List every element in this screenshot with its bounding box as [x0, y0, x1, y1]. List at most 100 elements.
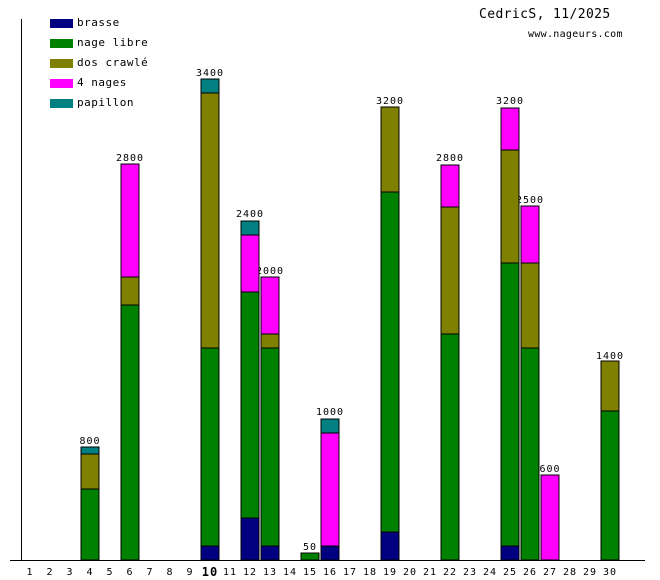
bar-day-16-segment-brasse: [320, 545, 340, 561]
bar-day-25-segment-4-nages: [500, 107, 520, 151]
legend-swatch-dos-crawle: [50, 58, 73, 68]
x-axis-label-day-30: 30: [603, 567, 617, 578]
bar-day-16-segment-papillon: [320, 418, 340, 434]
x-axis-label-day-1: 1: [26, 567, 33, 578]
legend-label-4-nages: 4 nages: [77, 76, 127, 89]
chart-legend: brasse nage libre dos crawlé 4 nages pap…: [50, 16, 149, 118]
x-axis-label-day-4: 4: [86, 567, 93, 578]
bar-total-label-day-19: 3200: [376, 96, 404, 107]
x-axis-label-day-22: 22: [443, 567, 457, 578]
bar-total-label-day-26: 2500: [516, 195, 544, 206]
legend-label-dos-crawle: dos crawlé: [77, 56, 149, 69]
x-axis-label-day-25: 25: [503, 567, 517, 578]
x-axis-label-day-2: 2: [46, 567, 53, 578]
legend-swatch-4-nages: [50, 78, 73, 88]
x-axis-label-day-9: 9: [186, 567, 193, 578]
x-axis-label-day-27: 27: [543, 567, 557, 578]
bar-day-6-segment-4-nages: [120, 163, 140, 278]
x-axis-label-day-7: 7: [146, 567, 153, 578]
bar-day-19-segment-nage-libre: [380, 191, 400, 533]
site-url-text: www.nageurs.com: [528, 29, 623, 40]
bar-day-4-segment-nage-libre: [80, 488, 100, 561]
legend-item-brasse: brasse: [50, 16, 148, 29]
x-axis-label-day-19: 19: [383, 567, 397, 578]
bar-day-16-segment-4-nages: [320, 432, 340, 547]
x-axis-label-day-14: 14: [283, 567, 297, 578]
legend-label-nage-libre: nage libre: [77, 36, 149, 49]
bar-day-30-segment-nage-libre: [600, 410, 620, 561]
bar-total-label-day-27: 600: [539, 464, 560, 475]
x-axis-label-day-29: 29: [583, 567, 597, 578]
bar-day-10-segment-nage-libre: [200, 347, 220, 547]
bar-day-25-segment-brasse: [500, 545, 520, 561]
x-axis-label-day-10: 10: [202, 565, 218, 579]
bar-day-13-segment-nage-libre: [260, 347, 280, 547]
bar-total-label-day-12: 2400: [236, 209, 264, 220]
x-axis-label-day-21: 21: [423, 567, 437, 578]
x-axis-label-day-15: 15: [303, 567, 317, 578]
bar-day-25-segment-nage-libre: [500, 262, 520, 547]
bar-day-6-segment-nage-libre: [120, 304, 140, 561]
x-axis-label-day-20: 20: [403, 567, 417, 578]
x-axis-label-day-23: 23: [463, 567, 477, 578]
legend-item-nage-libre: nage libre: [50, 36, 149, 49]
bar-total-label-day-10: 3400: [196, 68, 224, 79]
bar-total-label-day-4: 800: [79, 436, 100, 447]
legend-label-papillon: papillon: [77, 96, 134, 109]
x-axis-label-day-11: 11: [223, 567, 237, 578]
bar-day-22-segment-dos-crawlé: [440, 206, 460, 335]
bar-day-15-segment-nage-libre: [300, 552, 320, 561]
bar-day-10-segment-brasse: [200, 545, 220, 561]
bar-day-26-segment-4-nages: [520, 205, 540, 264]
bar-day-12-segment-papillon: [240, 220, 260, 236]
bar-total-label-day-16: 1000: [316, 407, 344, 418]
legend-item-4-nages: 4 nages: [50, 76, 148, 89]
bar-day-19-segment-brasse: [380, 531, 400, 561]
bar-total-label-day-30: 1400: [596, 351, 624, 362]
legend-label-brasse: brasse: [77, 16, 120, 29]
bar-day-25-segment-dos-crawlé: [500, 149, 520, 264]
bar-day-13-segment-dos-crawlé: [260, 333, 280, 349]
legend-item-papillon: papillon: [50, 96, 148, 109]
bar-day-4-segment-papillon: [80, 446, 100, 455]
bar-total-label-day-15: 50: [303, 542, 317, 553]
x-axis-label-day-28: 28: [563, 567, 577, 578]
bar-day-26-segment-dos-crawlé: [520, 262, 540, 349]
bar-total-label-day-22: 2800: [436, 153, 464, 164]
bar-day-12-segment-brasse: [240, 517, 260, 561]
x-axis-label-day-16: 16: [323, 567, 337, 578]
x-axis-label-day-18: 18: [363, 567, 377, 578]
x-axis-label-day-6: 6: [126, 567, 133, 578]
bar-day-13-segment-4-nages: [260, 276, 280, 335]
chart-title: CedricS, 11/2025: [479, 7, 611, 22]
bar-day-10-segment-dos-crawlé: [200, 92, 220, 349]
bar-day-13-segment-brasse: [260, 545, 280, 561]
legend-item-dos-crawle: dos crawlé: [50, 56, 149, 69]
bar-day-26-segment-nage-libre: [520, 347, 540, 561]
bar-day-6-segment-dos-crawlé: [120, 276, 140, 306]
bar-day-27-segment-4-nages: [540, 474, 560, 561]
x-axis-label-day-5: 5: [106, 567, 113, 578]
bar-total-label-day-13: 2000: [256, 266, 284, 277]
legend-swatch-nage-libre: [50, 38, 73, 48]
bar-day-22-segment-nage-libre: [440, 333, 460, 561]
bar-day-22-segment-4-nages: [440, 164, 460, 208]
bar-day-19-segment-dos-crawlé: [380, 106, 400, 193]
bar-total-label-day-6: 2800: [116, 153, 144, 164]
bar-day-30-segment-dos-crawlé: [600, 360, 620, 412]
bar-day-12-segment-4-nages: [240, 234, 260, 293]
x-axis-label-day-26: 26: [523, 567, 537, 578]
legend-swatch-brasse: [50, 18, 73, 28]
x-axis-label-day-3: 3: [66, 567, 73, 578]
bar-total-label-day-25: 3200: [496, 96, 524, 107]
bar-day-12-segment-nage-libre: [240, 291, 260, 519]
x-axis-label-day-12: 12: [243, 567, 257, 578]
x-axis-label-day-13: 13: [263, 567, 277, 578]
x-axis-label-day-24: 24: [483, 567, 497, 578]
x-axis-label-day-8: 8: [166, 567, 173, 578]
bar-day-10-segment-papillon: [200, 78, 220, 94]
x-axis-label-day-17: 17: [343, 567, 357, 578]
